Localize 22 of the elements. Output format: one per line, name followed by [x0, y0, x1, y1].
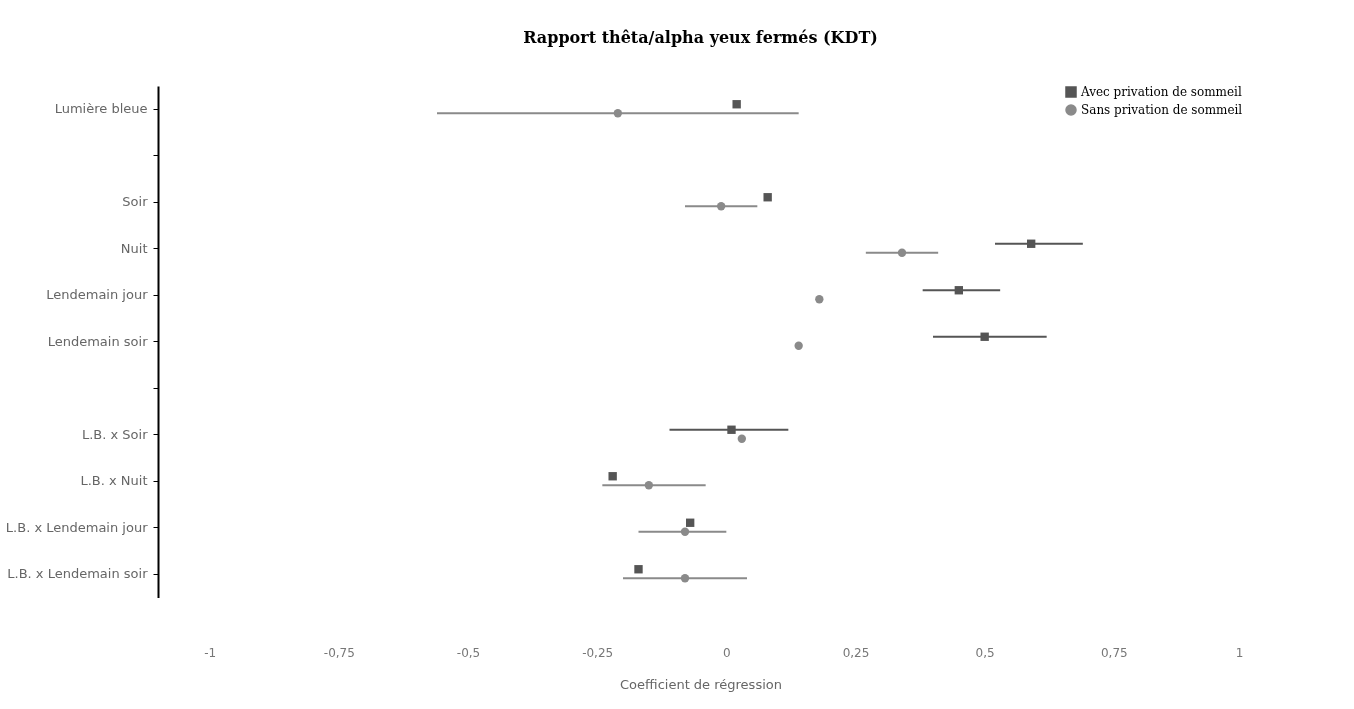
x-tick-label: 0,5 — [975, 646, 995, 660]
x-tick-label: 0,25 — [842, 646, 870, 660]
y-tick-label: Lumière bleue — [54, 101, 148, 117]
x-tick-label: 0,75 — [1100, 646, 1128, 660]
x-tick-label: -0,75 — [323, 646, 355, 660]
legend-label: Sans privation de sommeil — [1081, 103, 1243, 117]
x-tick-label: -0,25 — [582, 646, 614, 660]
y-tick-label: Lendemain jour — [46, 287, 149, 303]
y-tick-label: Soir — [122, 194, 149, 210]
legend-label: Avec privation de sommeil — [1080, 85, 1242, 99]
y-tick-label: L.B. x Lendemain jour — [5, 519, 149, 535]
y-tick-label: L.B. x Soir — [81, 426, 149, 442]
y-tick-label: Lendemain soir — [47, 333, 149, 349]
y-tick-label: Nuit — [120, 240, 148, 256]
y-tick-label: L.B. x Nuit — [80, 473, 148, 489]
x-tick-label: -1 — [204, 646, 217, 660]
x-axis-title: Coefficient de régression — [620, 677, 782, 692]
y-tick-label: L.B. x Lendemain soir — [7, 566, 149, 582]
x-tick-label: 0 — [723, 646, 731, 660]
chart-title: Rapport thêta/alpha yeux fermés (KDT) — [523, 28, 878, 47]
x-tick-label: -0,5 — [456, 646, 481, 660]
x-tick-label: 1 — [1235, 646, 1244, 660]
